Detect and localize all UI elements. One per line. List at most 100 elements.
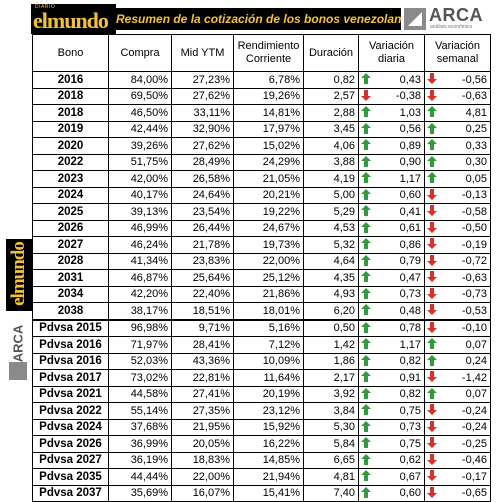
duracion-cell: 3,45 <box>303 120 359 138</box>
arrow-up-icon <box>427 387 437 399</box>
compra-cell: 46,99% <box>108 219 172 237</box>
arrow-up-icon <box>427 106 437 118</box>
bono-cell: 2027 <box>32 236 109 254</box>
bono-cell: 2018 <box>32 104 109 122</box>
table-row: 2026 46,99% 26,44% 24,67% 4,53 0,61 -0,50 <box>32 219 491 237</box>
table-row: 2016 84,00% 27,23% 6,78% 0,82 0,43 -0,56 <box>32 71 491 89</box>
duracion-cell: 4,35 <box>303 269 359 287</box>
variacion-semanal-value: -0,19 <box>461 238 487 251</box>
compra-cell: 44,58% <box>108 385 172 403</box>
table-row: 2019 42,44% 32,90% 17,97% 3,45 0,56 0,25 <box>32 120 491 138</box>
rendimiento-cell: 24,29% <box>233 153 304 171</box>
bono-cell: Pdvsa 2022 <box>32 402 109 420</box>
mid-ytm-cell: 33,11% <box>171 104 234 122</box>
bond-summary-sheet: DIARIO elmundo Resumen de la cotización … <box>6 4 496 502</box>
variacion-semanal-cell: 0,07 <box>424 385 491 403</box>
variacion-diaria-cell: 0,62 <box>358 451 425 469</box>
table-row: 2027 46,24% 21,78% 19,73% 5,32 0,86 -0,19 <box>32 236 491 254</box>
variacion-diaria-cell: 0,75 <box>358 435 425 453</box>
variacion-diaria-value: 0,62 <box>399 454 421 467</box>
mid-ytm-cell: 26,44% <box>171 219 234 237</box>
bono-cell: Pdvsa 2026 <box>32 435 109 453</box>
rendimiento-cell: 6,78% <box>233 71 304 89</box>
variacion-diaria-cell: 0,43 <box>358 71 425 89</box>
variacion-diaria-cell: 0,82 <box>358 385 425 403</box>
variacion-semanal-value: 0,25 <box>465 123 487 136</box>
variacion-diaria-value: 0,78 <box>399 322 421 335</box>
arrow-down-icon <box>427 304 437 316</box>
arca-subtitle: análisis económico <box>430 24 473 30</box>
mid-ytm-cell: 9,71% <box>171 318 234 337</box>
variacion-diaria-value: 0,75 <box>399 404 421 417</box>
duracion-cell: 1,42 <box>303 336 359 354</box>
mid-ytm-cell: 28,49% <box>171 153 234 171</box>
arrow-down-icon <box>427 470 437 482</box>
mid-ytm-cell: 43,36% <box>171 352 234 370</box>
arrow-down-icon <box>427 321 437 333</box>
vertical-brand-name: elmundo <box>8 242 29 306</box>
variacion-semanal-cell: -0,24 <box>424 418 491 436</box>
variacion-semanal-cell: 0,25 <box>424 120 491 138</box>
brand-tagline: DIARIO <box>35 4 56 10</box>
rendimiento-cell: 20,21% <box>233 186 304 204</box>
variacion-semanal-cell: 0,24 <box>424 352 491 370</box>
variacion-diaria-cell: 0,78 <box>358 318 425 337</box>
variacion-semanal-value: -0,63 <box>461 271 487 284</box>
variacion-diaria-cell: 1,03 <box>358 104 425 122</box>
column-header: Bono <box>32 34 109 72</box>
variacion-semanal-cell: -0,53 <box>424 302 491 320</box>
duracion-cell: 4,19 <box>303 170 359 188</box>
arrow-down-icon <box>427 73 437 85</box>
arrow-up-icon <box>361 139 371 151</box>
variacion-diaria-value: -0,38 <box>395 90 421 103</box>
variacion-semanal-value: -0,56 <box>461 73 487 86</box>
variacion-diaria-value: 0,91 <box>399 371 421 384</box>
arrow-down-icon <box>427 404 437 416</box>
rendimiento-cell: 15,92% <box>233 418 304 436</box>
compra-cell: 36,99% <box>108 435 172 453</box>
mid-ytm-cell: 32,90% <box>171 120 234 138</box>
bono-cell: 2020 <box>32 137 109 155</box>
arrow-up-icon <box>361 338 371 350</box>
variacion-semanal-value: -0,46 <box>461 454 487 467</box>
compra-cell: 46,50% <box>108 104 172 122</box>
compra-cell: 51,75% <box>108 153 172 171</box>
arrow-up-icon <box>361 354 371 366</box>
variacion-semanal-value: -0,58 <box>461 205 487 218</box>
variacion-semanal-value: -0,10 <box>461 322 487 335</box>
table-header-row: Bono Compra Mid YTM Rendimiento Corrient… <box>32 34 491 72</box>
variacion-diaria-value: 0,79 <box>399 255 421 268</box>
variacion-diaria-value: 0,90 <box>399 156 421 169</box>
arca-vertical-logo: ARCA <box>6 316 32 380</box>
variacion-diaria-cell: 0,91 <box>358 369 425 387</box>
variacion-diaria-value: 0,41 <box>399 205 421 218</box>
bono-cell: 2019 <box>32 120 109 138</box>
table-row: Pdvsa 2016 52,03% 43,36% 10,09% 1,86 0,82 0,24 <box>32 352 491 370</box>
rendimiento-cell: 18,01% <box>233 302 304 320</box>
variacion-diaria-value: 0,82 <box>399 355 421 368</box>
arrow-up-icon <box>361 238 371 250</box>
arrow-down-icon <box>427 287 437 299</box>
compra-cell: 96,98% <box>108 318 172 337</box>
arrow-down-icon <box>427 420 437 432</box>
arrow-down-icon <box>427 188 437 200</box>
bono-cell: 2031 <box>32 269 109 287</box>
compra-cell: 36,19% <box>108 451 172 469</box>
duracion-cell: 3,84 <box>303 402 359 420</box>
variacion-semanal-value: -0,24 <box>461 404 487 417</box>
table-body: 2016 84,00% 27,23% 6,78% 0,82 0,43 -0,56 2018 69… <box>32 71 491 502</box>
variacion-semanal-cell: 0,33 <box>424 137 491 155</box>
bono-cell: Pdvsa 2024 <box>32 418 109 436</box>
variacion-diaria-value: 0,75 <box>399 437 421 450</box>
table-row: Pdvsa 2022 55,14% 27,35% 23,12% 3,84 0,75 -0,2… <box>32 402 491 420</box>
variacion-diaria-cell: 0,47 <box>358 269 425 287</box>
bono-cell: Pdvsa 2027 <box>32 451 109 469</box>
mid-ytm-cell: 20,05% <box>171 435 234 453</box>
bono-cell: Pdvsa 2016 <box>32 352 109 370</box>
variacion-diaria-cell: 0,86 <box>358 236 425 254</box>
mid-ytm-cell: 23,83% <box>171 252 234 270</box>
duracion-cell: 6,65 <box>303 451 359 469</box>
brand-name: elmundo <box>33 8 109 33</box>
variacion-semanal-value: 0,07 <box>465 388 487 401</box>
bono-cell: Pdvsa 2035 <box>32 468 109 486</box>
